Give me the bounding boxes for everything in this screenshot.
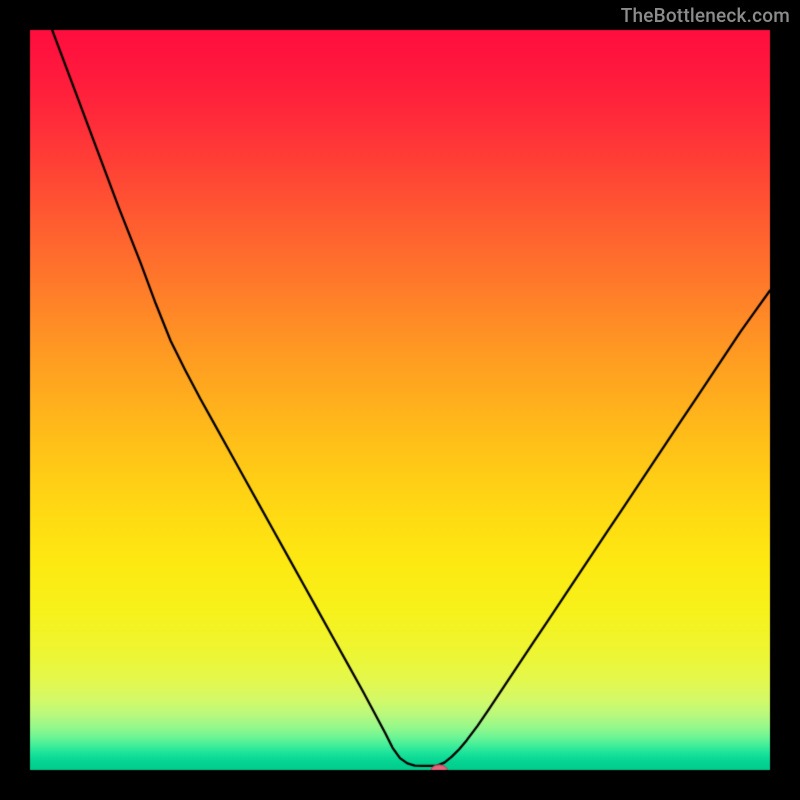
chart-container: TheBottleneck.com	[0, 0, 800, 800]
bottleneck-curve-chart	[0, 0, 800, 800]
watermark-text: TheBottleneck.com	[621, 4, 790, 27]
